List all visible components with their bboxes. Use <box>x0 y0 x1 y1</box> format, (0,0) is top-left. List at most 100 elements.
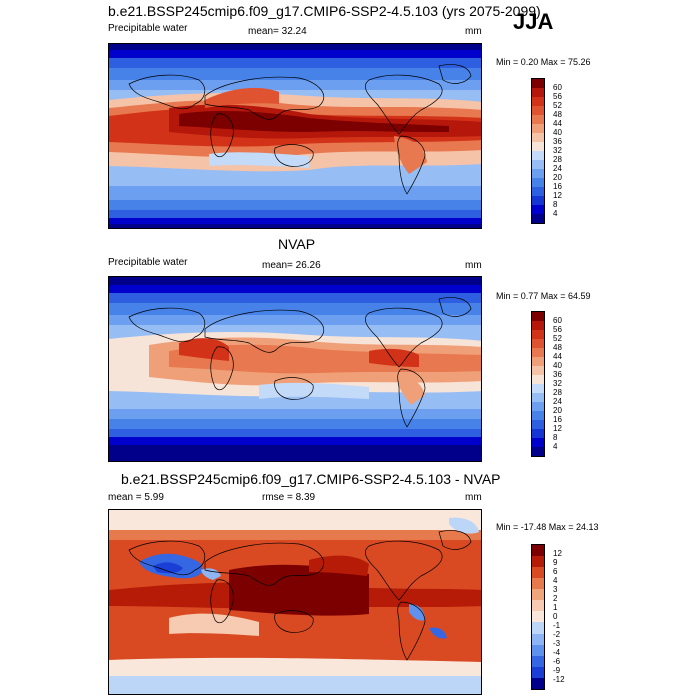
panel3-colorbar-swatch <box>532 589 544 601</box>
panel3-minmax: Min = -17.48 Max = 24.13 <box>496 522 599 532</box>
panel2-colorbar-swatch <box>532 393 544 402</box>
panel3-level-label: 2 <box>553 594 558 603</box>
panel3-colorbar-swatch <box>532 666 544 678</box>
panel2-map <box>108 276 482 462</box>
panel3-level-label: -3 <box>553 639 561 648</box>
panel3-level-label: -1 <box>553 621 561 630</box>
panel1-level-label: 44 <box>553 119 562 128</box>
panel2-level-label: 60 <box>553 316 562 325</box>
panel1-units: mm <box>465 26 482 37</box>
panel2-level-label: 32 <box>553 379 562 388</box>
panel2-colorbar <box>531 311 545 457</box>
panel1-level-label: 60 <box>553 83 562 92</box>
panel2-colorbar-swatch <box>532 339 544 348</box>
panel2-level-label: 24 <box>553 397 562 406</box>
panel3-level-label: 3 <box>553 585 558 594</box>
panel3-units: mm <box>465 492 482 503</box>
panel2-level-label: 36 <box>553 370 562 379</box>
season-label: JJA <box>513 9 554 34</box>
panel1-colorbar-swatch <box>532 178 544 187</box>
panel3-map <box>108 509 482 695</box>
panel2-level-label: 8 <box>553 433 558 442</box>
panel3-level-label: 9 <box>553 558 558 567</box>
panel3-title: b.e21.BSSP245cmip6.f09_g17.CMIP6-SSP2-4.… <box>121 471 501 487</box>
panel1-level-label: 12 <box>553 191 562 200</box>
panel2-colorbar-swatch <box>532 357 544 366</box>
panel1-colorbar-swatch <box>532 115 544 124</box>
panel1-level-label: 28 <box>553 155 562 164</box>
panel2-level-label: 16 <box>553 415 562 424</box>
panel1-colorbar-swatch <box>532 142 544 151</box>
panel1-minmax: Min = 0.20 Max = 75.26 <box>496 57 591 67</box>
panel1-colorbar-swatch <box>532 205 544 214</box>
panel2-colorbar-swatch <box>532 330 544 339</box>
panel2-colorbar-swatch <box>532 375 544 384</box>
panel3-level-label: -12 <box>553 675 565 684</box>
panel3-level-label: -4 <box>553 648 561 657</box>
panel3-colorbar-swatch <box>532 622 544 634</box>
panel1-colorbar-swatch <box>532 169 544 178</box>
panel2-colorbar-swatch <box>532 411 544 420</box>
panel2-colorbar-swatch <box>532 429 544 438</box>
panel2-level-label: 40 <box>553 361 562 370</box>
panel2-colorbar-swatch <box>532 366 544 375</box>
panel3-level-label: -9 <box>553 666 561 675</box>
panel1-colorbar-swatch <box>532 106 544 115</box>
panel2-mean-label: mean= 26.26 <box>262 260 321 271</box>
panel1-title: b.e21.BSSP245cmip6.f09_g17.CMIP6-SSP2-4.… <box>108 3 541 19</box>
panel2-level-label: 56 <box>553 325 562 334</box>
panel3-rmse-label: rmse = 8.39 <box>262 492 316 503</box>
panel3-colorbar-swatch <box>532 600 544 612</box>
panel3-level-label: 4 <box>553 576 558 585</box>
panel2-colorbar-swatch <box>532 402 544 411</box>
panel3-level-label: 6 <box>553 567 558 576</box>
panel2-level-label: 52 <box>553 334 562 343</box>
panel1-colorbar-swatch <box>532 88 544 97</box>
panel1-map <box>108 43 482 229</box>
panel2-minmax: Min = 0.77 Max = 64.59 <box>496 291 591 301</box>
panel1-level-label: 48 <box>553 110 562 119</box>
panel1-level-label: 4 <box>553 209 558 218</box>
panel2-colorbar-swatch <box>532 420 544 429</box>
panel3-colorbar-swatch <box>532 567 544 579</box>
panel3-level-label: -6 <box>553 657 561 666</box>
panel2-level-label: 28 <box>553 388 562 397</box>
panel2-colorbar-swatch <box>532 321 544 330</box>
panel1-colorbar-swatch <box>532 151 544 160</box>
panel2-colorbar-swatch <box>532 447 544 456</box>
panel2-colorbar-swatch <box>532 438 544 447</box>
panel1-colorbar-swatch <box>532 124 544 133</box>
panel3-colorbar-swatch <box>532 633 544 645</box>
panel2-level-label: 44 <box>553 352 562 361</box>
panel3-mean-label: mean = 5.99 <box>108 492 164 503</box>
panel1-colorbar-swatch <box>532 160 544 169</box>
panel3-colorbar <box>531 544 545 690</box>
panel1-level-label: 24 <box>553 164 562 173</box>
panel3-level-label: 12 <box>553 549 562 558</box>
panel3-level-label: -2 <box>553 630 561 639</box>
panel1-level-label: 40 <box>553 128 562 137</box>
panel1-level-label: 56 <box>553 92 562 101</box>
panel1-colorbar-swatch <box>532 97 544 106</box>
panel2-units: mm <box>465 260 482 271</box>
panel1-level-label: 8 <box>553 200 558 209</box>
panel1-level-label: 52 <box>553 101 562 110</box>
panel3-level-label: 1 <box>553 603 558 612</box>
panel3-level-label: 0 <box>553 612 558 621</box>
panel2-level-label: 48 <box>553 343 562 352</box>
panel1-colorbar-swatch <box>532 196 544 205</box>
panel3-colorbar-swatch <box>532 545 544 557</box>
panel3-colorbar-swatch <box>532 677 544 689</box>
panel1-variable-label: Precipitable water <box>108 23 188 34</box>
panel1-level-label: 20 <box>553 173 562 182</box>
panel2-colorbar-swatch <box>532 348 544 357</box>
panel1-colorbar-swatch <box>532 79 544 88</box>
panel2-colorbar-swatch <box>532 312 544 321</box>
panel3-colorbar-swatch <box>532 578 544 590</box>
panel1-colorbar-swatch <box>532 133 544 142</box>
panel1-level-label: 16 <box>553 182 562 191</box>
panel3-colorbar-swatch <box>532 644 544 656</box>
panel1-colorbar-swatch <box>532 214 544 223</box>
panel2-title: NVAP <box>278 236 316 252</box>
panel1-level-label: 32 <box>553 146 562 155</box>
